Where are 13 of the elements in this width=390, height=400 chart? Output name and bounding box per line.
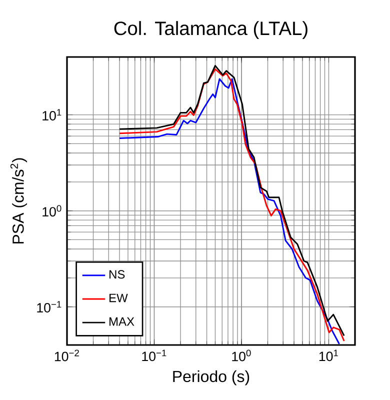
x-tick-label: 10$^{−2}$ [54, 350, 79, 362]
x-tick-label: 10$^{0}$ [232, 350, 251, 362]
x-axis-title: Periodo (s) [173, 370, 250, 386]
y-tick-label: 10$^{1}$ [42, 109, 62, 120]
legend-label: EW [110, 294, 128, 302]
legend-label: MAX [110, 317, 134, 326]
y-tick-label: 10$^{0}$ [42, 205, 62, 217]
legend-label: NS [110, 270, 125, 279]
x-tick-label: 10$^{1}$ [319, 350, 338, 362]
y-tick-label: 10$^{−1}$ [37, 301, 62, 312]
chart-title: Col. Talamanca (LTAL) [114, 21, 308, 39]
x-tick-label: 10$^{−1}$ [142, 350, 166, 362]
y-axis-title: PSA (cm/s$^{2}$) [10, 158, 27, 244]
